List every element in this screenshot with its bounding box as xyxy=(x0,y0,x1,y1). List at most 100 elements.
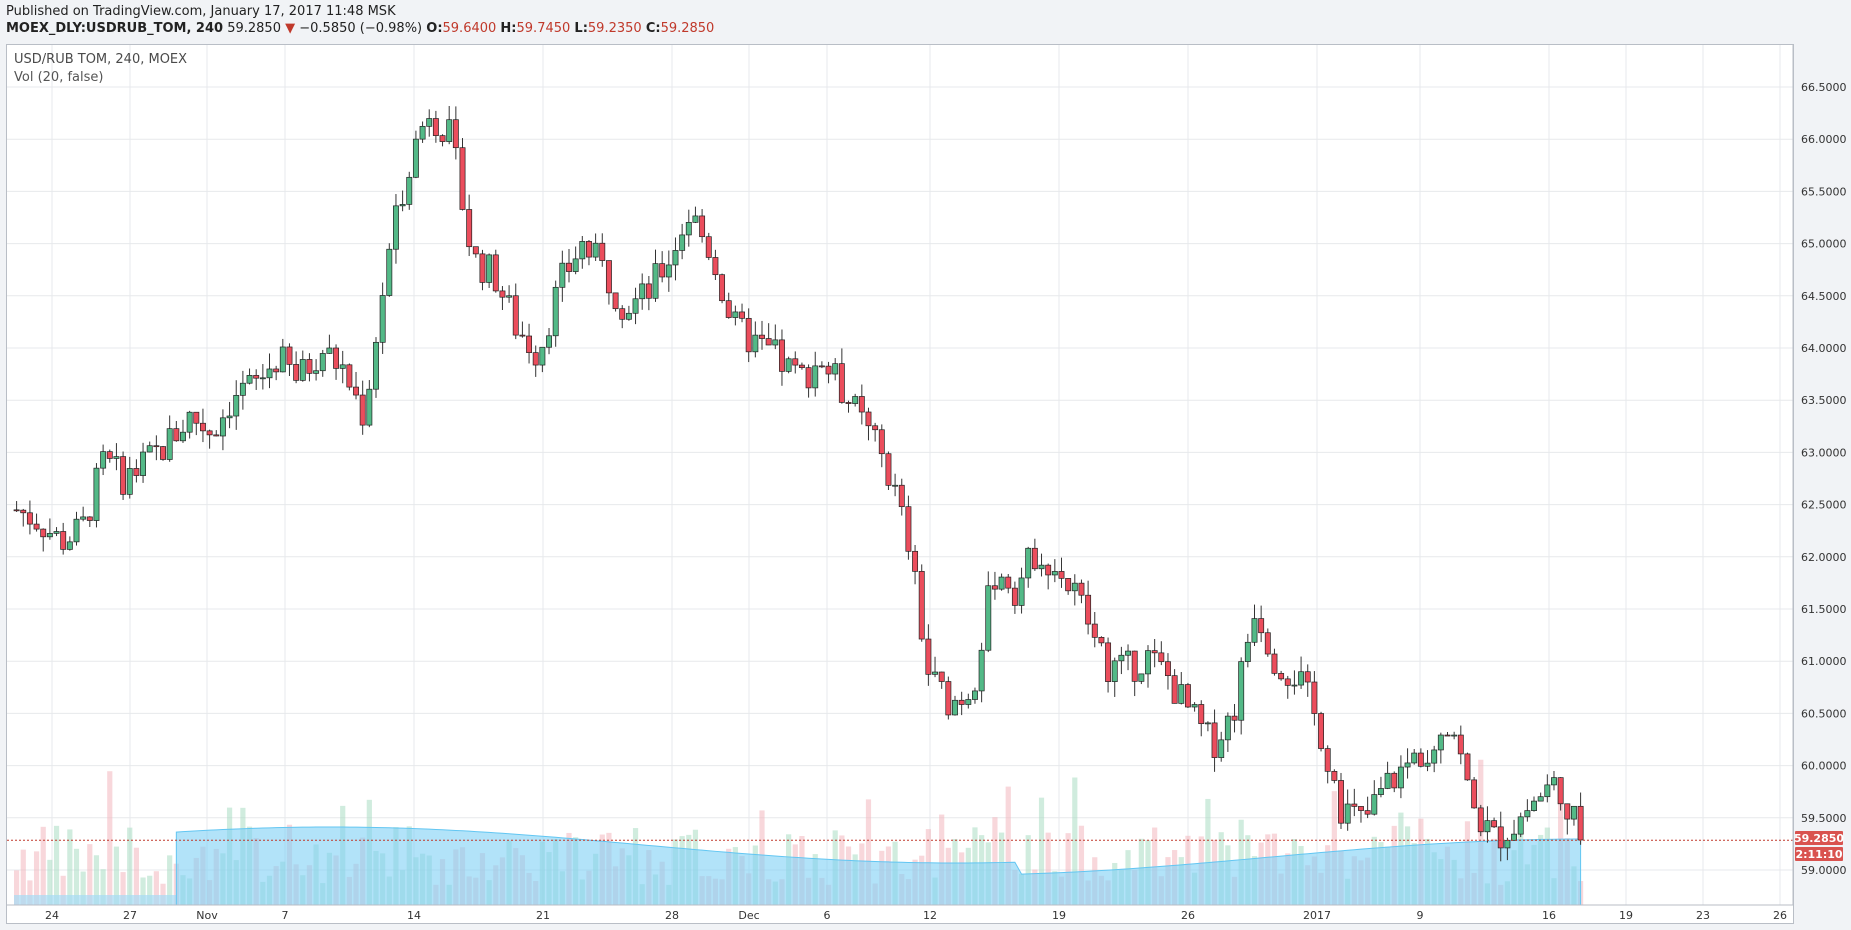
candle-body xyxy=(932,671,938,675)
symbol-name[interactable]: MOEX_DLY:USDRUB_TOM, 240 xyxy=(6,21,224,36)
chart-frame[interactable] xyxy=(6,44,1794,924)
candle-body xyxy=(812,365,819,389)
x-tick-label: 21 xyxy=(536,909,550,922)
candle-body xyxy=(86,516,93,521)
volume-bar xyxy=(140,877,146,905)
candle-body xyxy=(199,422,206,432)
candle-body xyxy=(1058,571,1065,579)
candle-body xyxy=(180,431,186,442)
candle-body xyxy=(1005,576,1012,589)
candle-body xyxy=(486,254,493,283)
volume-bar xyxy=(1078,825,1085,905)
candle-body xyxy=(1318,713,1324,749)
candle-body xyxy=(80,516,87,520)
candle-body xyxy=(426,118,433,127)
candle-body xyxy=(1524,810,1531,818)
candle-body xyxy=(1025,547,1032,579)
candle-body xyxy=(1018,577,1025,606)
candle-body xyxy=(579,241,586,260)
volume-legend[interactable]: Vol (20, false) xyxy=(14,70,104,85)
candle-body xyxy=(925,638,932,675)
candle-body xyxy=(566,262,572,272)
candle-body xyxy=(126,468,133,495)
candle-body xyxy=(393,205,399,250)
candle-body xyxy=(306,359,313,374)
candle-body xyxy=(572,258,579,272)
candle-body xyxy=(459,147,466,210)
candle-body xyxy=(20,509,27,514)
y-tick-label: 64.0000 xyxy=(1801,342,1847,355)
candle-body xyxy=(472,246,479,255)
candle-body xyxy=(725,300,732,318)
candle-body xyxy=(1338,780,1344,824)
symbol-quote: MOEX_DLY:USDRUB_TOM, 240 59.2850 ▼ −0.58… xyxy=(6,21,714,36)
candle-body xyxy=(965,699,972,705)
candle-body xyxy=(120,456,127,495)
candle-body xyxy=(319,353,326,372)
candle-body xyxy=(752,334,759,353)
volume-bar xyxy=(167,855,173,905)
candle-body xyxy=(1451,734,1458,737)
candle-body xyxy=(1324,748,1331,772)
candle-body xyxy=(1304,671,1311,683)
volume-ma-area-start xyxy=(14,895,177,905)
low-value: 59.2350 xyxy=(587,21,642,36)
x-tick-label: 16 xyxy=(1542,909,1556,922)
candle-body xyxy=(499,290,506,298)
chart-legend-title[interactable]: USD/RUB TOM, 240, MOEX xyxy=(14,52,188,67)
x-tick-label: Dec xyxy=(738,909,759,922)
candle-body xyxy=(512,295,519,336)
candle-body xyxy=(732,311,739,318)
candle-body xyxy=(313,370,320,374)
volume-bar xyxy=(113,846,120,905)
countdown-badge xyxy=(1795,847,1843,861)
x-tick-label: 2017 xyxy=(1303,909,1331,922)
candle-body xyxy=(253,375,260,379)
x-tick-label: 12 xyxy=(923,909,937,922)
candle-body xyxy=(1145,650,1151,675)
candle-body xyxy=(1191,704,1198,708)
candle-body xyxy=(1271,653,1278,674)
candle-body xyxy=(333,347,340,369)
candle-body xyxy=(13,509,20,512)
candle-body xyxy=(446,119,453,142)
y-tick-label: 59.5000 xyxy=(1801,812,1847,825)
volume-bar xyxy=(67,829,73,905)
candle-body xyxy=(1011,587,1018,606)
candle-body xyxy=(852,396,859,404)
candle-body xyxy=(1184,684,1191,708)
candle-body xyxy=(186,411,193,433)
candle-body xyxy=(1204,722,1211,725)
open-value: 59.6400 xyxy=(442,21,497,36)
x-tick-label: 19 xyxy=(1052,909,1066,922)
candle-body xyxy=(1158,652,1165,663)
volume-bar xyxy=(1331,791,1337,905)
candle-body xyxy=(359,394,366,426)
candle-body xyxy=(233,394,240,417)
candle-body xyxy=(659,263,666,278)
candle-body xyxy=(239,382,246,396)
candle-body xyxy=(865,411,872,427)
candle-body xyxy=(705,236,712,258)
volume-bar xyxy=(992,817,998,905)
candle-body xyxy=(605,260,612,294)
candle-body xyxy=(1577,805,1584,841)
candle-body xyxy=(133,468,140,476)
candle-body xyxy=(918,571,925,640)
candle-body xyxy=(665,264,672,278)
candle-body xyxy=(160,446,166,460)
candle-body xyxy=(213,434,220,437)
candle-body xyxy=(339,364,346,369)
volume-bar xyxy=(93,855,100,905)
candle-body xyxy=(612,292,619,310)
candle-body xyxy=(1224,715,1231,741)
y-tick-label: 61.5000 xyxy=(1801,603,1847,616)
candle-body xyxy=(1085,594,1092,625)
candle-body xyxy=(599,242,606,261)
volume-ma-area xyxy=(175,826,1582,906)
candle-body xyxy=(60,531,67,550)
candle-body xyxy=(259,377,266,380)
grid-lines xyxy=(7,45,1793,905)
candle-body xyxy=(838,363,845,403)
